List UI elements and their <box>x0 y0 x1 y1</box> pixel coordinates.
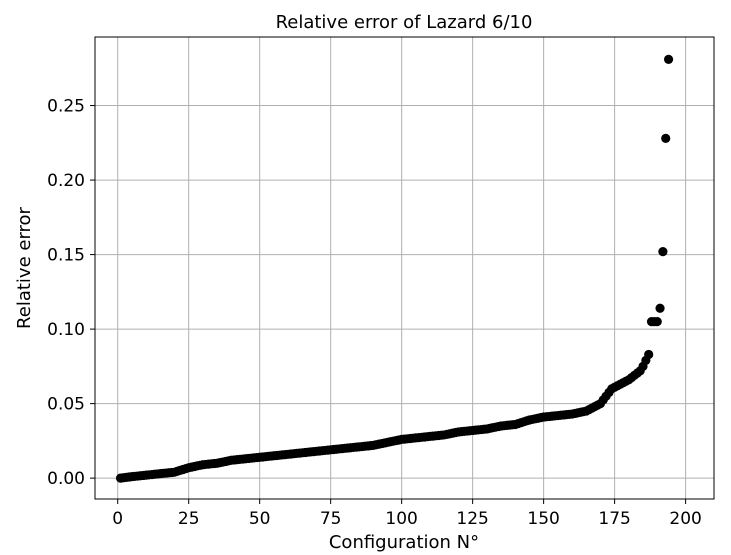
data-point <box>661 133 671 143</box>
data-point <box>658 247 668 257</box>
y-axis: 0.00 0.05 0.10 0.15 0.20 0.25 <box>47 97 95 489</box>
x-tick-label: 150 <box>527 509 559 529</box>
data-point <box>655 303 665 313</box>
chart-title: Relative error of Lazard 6/10 <box>276 12 533 33</box>
y-tick-label: 0.20 <box>47 171 85 191</box>
x-tick-label: 125 <box>456 509 488 529</box>
y-axis-label: Relative error <box>14 206 35 328</box>
y-tick-label: 0.15 <box>47 246 85 266</box>
y-tick-label: 0.10 <box>47 320 85 340</box>
grid <box>95 37 714 499</box>
x-axis-label: Configuration N° <box>329 532 479 553</box>
y-tick-label: 0.00 <box>47 469 85 489</box>
x-axis: 0 25 50 75 100 125 150 175 200 <box>112 499 702 529</box>
plot-frame <box>94 36 715 500</box>
x-tick-label: 25 <box>178 509 200 529</box>
y-tick-label: 0.25 <box>47 97 85 117</box>
x-tick-label: 75 <box>320 509 342 529</box>
x-tick-label: 100 <box>385 509 417 529</box>
data-point <box>663 54 674 64</box>
x-tick-label: 175 <box>598 509 630 529</box>
x-tick-label: 0 <box>112 509 123 529</box>
x-tick-label: 50 <box>249 509 271 529</box>
data-points <box>115 54 674 483</box>
data-point <box>652 317 662 327</box>
data-point <box>644 349 654 360</box>
x-tick-label: 200 <box>669 509 701 529</box>
y-tick-label: 0.05 <box>47 395 85 415</box>
